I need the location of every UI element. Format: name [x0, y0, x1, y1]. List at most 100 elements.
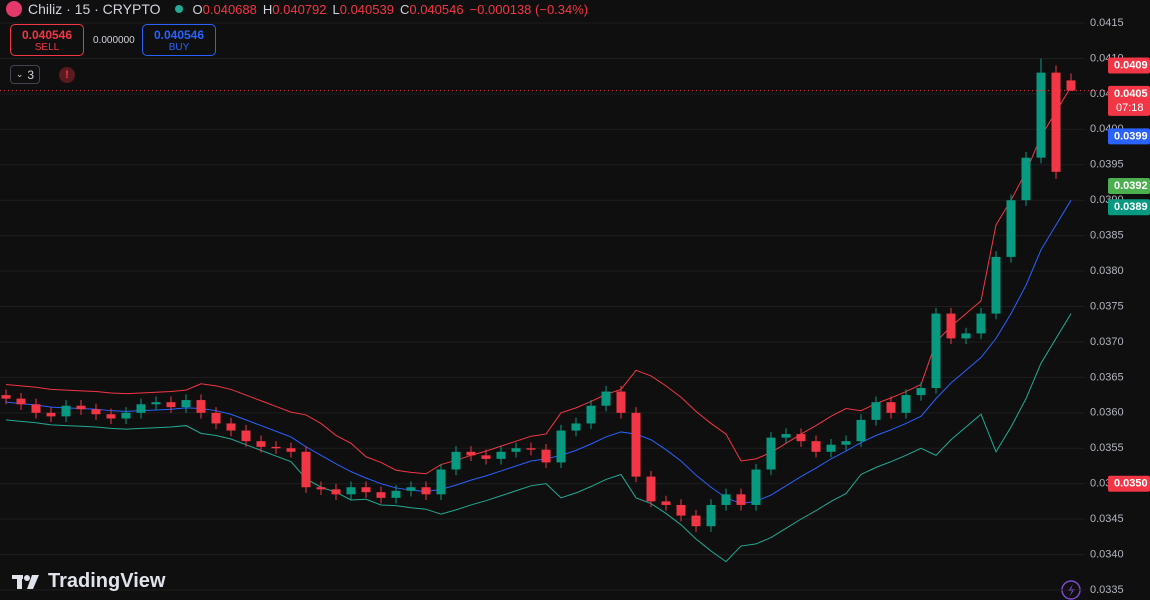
candle-body [811, 441, 821, 452]
candle-body [391, 490, 401, 498]
buy-button[interactable]: 0.040546 BUY [142, 24, 216, 56]
brand-name: TradingView [48, 570, 166, 592]
indicator-toggle[interactable]: ⌄ 3 [10, 65, 40, 84]
candle-body [976, 313, 986, 334]
ohlc-value: 0.040792 [272, 1, 327, 17]
candle-body [271, 446, 281, 449]
candle-body [841, 441, 851, 445]
candle-body [241, 430, 251, 442]
status-dot [174, 5, 183, 13]
ohlc-value: 0.040688 [202, 1, 257, 17]
candle-body [331, 489, 341, 495]
warning-icon[interactable]: ! [59, 67, 75, 83]
candle-body [571, 423, 581, 431]
candle-body [1006, 200, 1016, 257]
candle-body [121, 412, 131, 419]
y-tick-label: 0.0360 [1090, 407, 1124, 419]
y-tick-label: 0.0335 [1090, 584, 1124, 596]
candle-body [1021, 157, 1031, 201]
candle-body [931, 313, 941, 389]
candle-body [826, 444, 836, 452]
candle-body [361, 487, 371, 493]
y-tick-label: 0.0340 [1090, 548, 1124, 560]
change: −0.000138 (−0.34%) [469, 1, 589, 17]
ohlc-key: H [262, 1, 273, 17]
candle-body [256, 441, 266, 447]
buy-price: 0.040546 [153, 28, 205, 42]
y-tick-label: 0.0345 [1090, 513, 1124, 525]
candle-body [181, 400, 191, 408]
plot [0, 22, 1108, 591]
candle-body [376, 492, 386, 498]
candle-body [871, 402, 881, 420]
price-tag [1108, 178, 1150, 195]
y-tick-label: 0.0365 [1090, 371, 1124, 383]
price-tag-label: 0.0405 [1114, 88, 1148, 100]
sell-button[interactable]: 0.040546 SELL [10, 24, 84, 56]
ohlc-key: O [192, 1, 203, 17]
brand-logo [12, 574, 39, 589]
candle-body [736, 494, 746, 505]
candle-body [466, 451, 476, 456]
price-tag [1108, 85, 1150, 116]
candle-body [31, 404, 41, 413]
candle-body [721, 494, 731, 505]
candle-body [886, 402, 896, 413]
ohlc-item: O0.040688 [193, 2, 257, 17]
price-tag-label: 0.0409 [1114, 59, 1148, 71]
candle-body [796, 434, 806, 442]
candle-body [436, 469, 446, 495]
candle-body [136, 404, 146, 413]
candle-body [961, 333, 971, 339]
header: Chiliz · 15 · CRYPTO O0.040688 H0.040792 L… [6, 0, 588, 18]
candle-body [706, 504, 716, 527]
candle-body [991, 256, 1001, 314]
ohlc-value: 0.040546 [409, 1, 464, 17]
candle-body [61, 405, 71, 417]
candle-body [316, 487, 326, 490]
symbol[interactable]: Chiliz · 15 · CRYPTO [28, 1, 161, 17]
ohlc-key: L [332, 1, 340, 17]
ohlc-item: H0.040792 [263, 2, 327, 17]
candle-body [946, 313, 956, 339]
y-tick-label: 0.0355 [1090, 442, 1124, 454]
y-tick-label: 0.0370 [1090, 336, 1124, 348]
price-tag-label: 0.0350 [1114, 478, 1148, 490]
candle-body [76, 405, 86, 410]
price-tag [1108, 475, 1150, 492]
candle-body [16, 398, 26, 405]
candle-body [1036, 72, 1046, 158]
candle-body [856, 419, 866, 442]
candle-body [661, 501, 671, 505]
candle-body [1051, 72, 1061, 172]
candle-body [226, 423, 236, 431]
candle-body [496, 451, 506, 459]
candle-body [406, 487, 416, 491]
candle-body [421, 487, 431, 495]
candle-body [286, 448, 296, 452]
candle-body [346, 487, 356, 495]
candle-body [151, 402, 161, 405]
candle-body [106, 414, 116, 419]
price-tag [1108, 128, 1150, 145]
candle-body [46, 412, 56, 417]
candle-body [616, 391, 626, 413]
candle-body [781, 434, 791, 438]
ohlc-value: 0.040539 [339, 1, 394, 17]
candle-body [766, 437, 776, 470]
band-upper [5, 86, 1072, 475]
candle-body [1066, 80, 1076, 91]
candle-body [481, 455, 491, 459]
ohlc-item: C0.040546 [400, 2, 464, 17]
ohlc-item: L0.040539 [333, 2, 394, 17]
candle-body [646, 476, 656, 502]
candle-body [586, 405, 596, 424]
candle-body [166, 402, 176, 408]
price-tag [1108, 199, 1150, 216]
candle-body [526, 448, 536, 450]
candle-body [691, 515, 701, 527]
candle-body [676, 504, 686, 516]
sell-price: 0.040546 [21, 28, 73, 42]
y-tick-label: 0.0375 [1090, 300, 1124, 312]
